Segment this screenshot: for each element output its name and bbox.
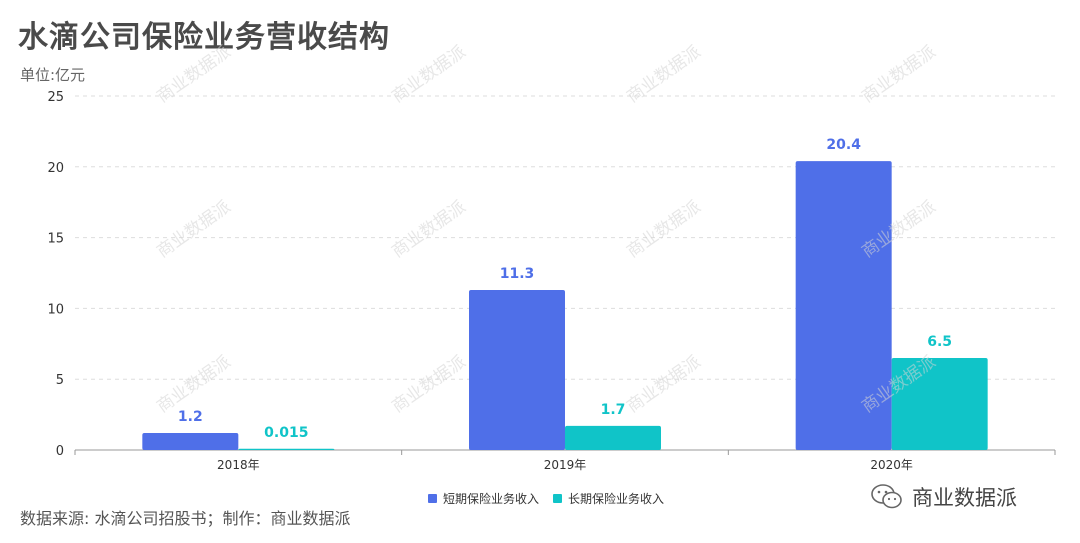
legend-swatch-short-term [428, 494, 437, 503]
source-note: 数据来源: 水滴公司招股书；制作：商业数据派 [20, 509, 351, 528]
legend-label-short-term: 短期保险业务收入 [443, 492, 540, 506]
bar-short-term [795, 161, 892, 451]
chart-title: 水滴公司保险业务营收结构 [18, 20, 390, 55]
y-tick-label: 0 [56, 444, 64, 459]
bar-short-term [142, 433, 239, 450]
wechat-icon [871, 484, 902, 509]
legend-swatch-long-term [553, 494, 563, 503]
bar-long-term [565, 425, 661, 450]
y-tick-label: 10 [47, 302, 64, 317]
y-tick-label: 25 [47, 90, 64, 105]
bar-long-term [238, 448, 335, 450]
legend: 短期保险业务收入 长期保险业务收入 [428, 490, 664, 507]
legend-item-long-term[interactable]: 长期保险业务收入 [553, 490, 664, 507]
y-tick-label: 15 [47, 232, 64, 247]
unit-label: 单位:亿元 [20, 66, 86, 84]
y-tick-label: 20 [47, 161, 64, 176]
bar-chart: 0 5 10 15 20 25 1.2 0.015 2018年 11.3 1.7 2019年 20.4 6… [47, 90, 1056, 472]
bar-short-term [469, 289, 565, 450]
x-tick-label: 2019年 [544, 458, 587, 472]
brand: 商业数据派 [870, 482, 1017, 512]
data-label: 6.5 [927, 334, 952, 350]
legend-item-short-term[interactable]: 短期保险业务收入 [428, 490, 539, 507]
data-label: 0.015 [264, 425, 308, 441]
x-tick-label: 2018年 [217, 458, 260, 472]
x-tick-label: 2020年 [870, 458, 913, 472]
data-label: 11.3 [500, 266, 535, 282]
legend-label-long-term: 长期保险业务收入 [568, 492, 665, 506]
y-tick-label: 5 [56, 373, 64, 388]
bar-long-term [891, 357, 988, 450]
data-label: 20.4 [826, 137, 861, 153]
brand-label: 商业数据派 [912, 486, 1017, 510]
data-label: 1.7 [601, 402, 626, 418]
data-label: 1.2 [178, 409, 203, 425]
